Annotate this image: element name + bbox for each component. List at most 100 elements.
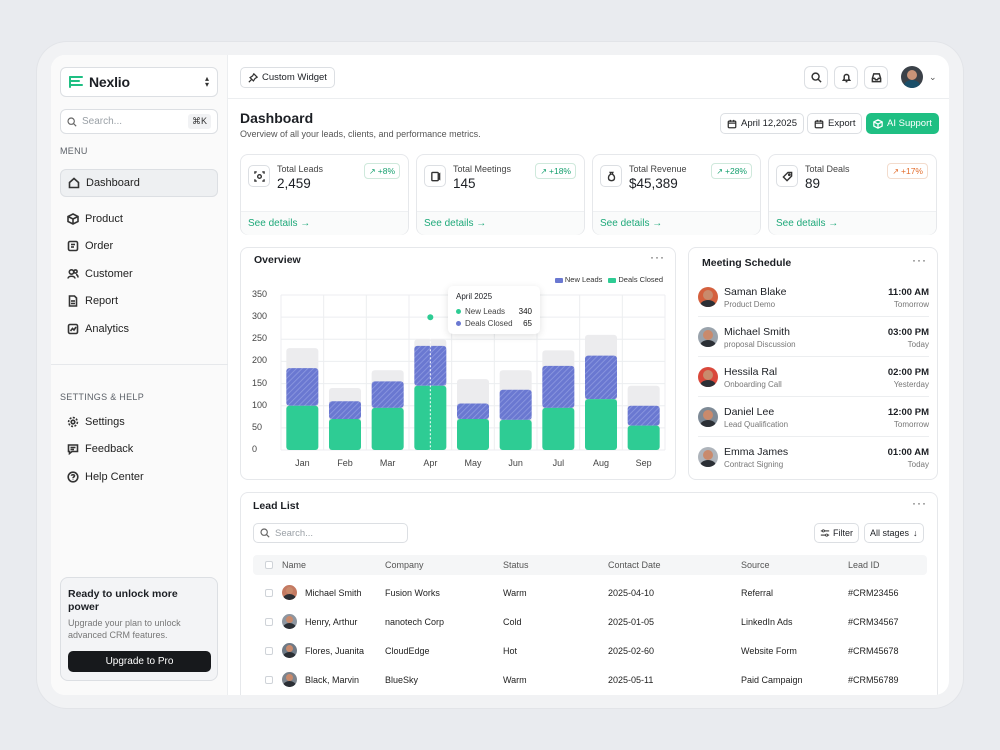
bar-deals-closed-may[interactable]	[457, 419, 489, 450]
cell-status: Warm	[503, 675, 527, 685]
table-row[interactable]: Flores, Juanita CloudEdge Hot 2025-02-60 Web…	[253, 637, 927, 666]
legend-deals-closed: Deals Closed	[608, 275, 663, 284]
bar-deals-closed-feb[interactable]	[329, 419, 361, 450]
search-button[interactable]	[804, 66, 828, 89]
bar-new-leads-sep[interactable]	[627, 405, 660, 426]
sidebar-item-report[interactable]: Report	[60, 287, 218, 315]
column-header[interactable]: Name	[282, 560, 307, 570]
sidebar-item-help-center[interactable]: Help Center	[60, 463, 218, 491]
y-tick-label: 50	[252, 421, 263, 432]
row-checkbox[interactable]	[265, 676, 273, 684]
row-checkbox[interactable]	[265, 589, 273, 597]
bar-new-leads-feb[interactable]	[329, 401, 361, 419]
stat-card-total-meetings: Total Meetings 145 ↗ +18% See details →	[416, 154, 585, 235]
sidebar-item-label: Product	[85, 213, 123, 225]
sidebar-item-analytics[interactable]: Analytics	[60, 315, 218, 343]
row-checkbox[interactable]	[265, 647, 273, 655]
chart-legend: New Leads Deals Closed	[554, 275, 663, 284]
sidebar-item-label: Customer	[85, 268, 133, 280]
chevron-down-icon[interactable]: ⌄	[929, 72, 937, 82]
more-options-icon[interactable]: ···	[912, 253, 927, 267]
sidebar-item-settings[interactable]: Settings	[60, 408, 218, 436]
sidebar-item-order[interactable]: Order	[60, 232, 218, 260]
column-header[interactable]: Company	[385, 560, 424, 570]
meeting-time: 01:00 AM	[887, 447, 929, 458]
table-header: Name Company Status Contact Date Source …	[253, 555, 927, 575]
bell-icon	[841, 73, 851, 83]
table-row[interactable]: Michael Smith Fusion Works Warm 2025-04-10 R…	[253, 579, 927, 608]
bar-new-leads-jul[interactable]	[542, 365, 575, 408]
sidebar-item-label: Settings	[85, 416, 125, 428]
meeting-day: Tomorrow	[893, 300, 929, 309]
more-options-icon[interactable]: ···	[650, 250, 665, 264]
notifications-button[interactable]	[834, 66, 858, 89]
workspace-switcher[interactable]: Nexlio ▴ ▾	[60, 67, 218, 97]
column-header[interactable]: Lead ID	[848, 560, 880, 570]
stages-dropdown[interactable]: All stages ↓	[864, 523, 924, 543]
stages-label: All stages	[870, 528, 910, 538]
bar-new-leads-jan[interactable]	[286, 368, 319, 406]
table-row[interactable]: Henry, Arthur nanotech Corp Cold 2025-01-05…	[253, 608, 927, 637]
meeting-day: Today	[907, 460, 929, 469]
ai-support-label: AI Support	[887, 118, 932, 129]
table-row[interactable]: Black, Marvin BlueSky Warm 2025-05-11 Paid C…	[253, 666, 927, 695]
bar-deals-closed-mar[interactable]	[371, 407, 404, 450]
stat-label: Total Meetings	[453, 164, 512, 174]
lead-search-input[interactable]: Search...	[253, 523, 408, 543]
sidebar-divider	[51, 364, 228, 365]
tooltip-row: New Leads 340	[456, 305, 532, 317]
sidebar-item-customer[interactable]: Customer	[60, 260, 218, 288]
stat-card-total-leads: Total Leads 2,459 ↗ +8% See details →	[240, 154, 409, 235]
bar-deals-closed-jan[interactable]	[286, 405, 319, 450]
cell-company: Fusion Works	[385, 588, 440, 598]
meeting-item[interactable]: Saman Blake Product Demo 11:00 AM Tomorrow	[698, 277, 929, 317]
bar-deals-closed-jul[interactable]	[542, 407, 575, 450]
meeting-item[interactable]: Hessila Ral Onboarding Call 02:00 PM Yester…	[698, 357, 929, 397]
sidebar-item-label: Report	[85, 295, 119, 307]
y-tick-label: 0	[252, 444, 258, 454]
bar-deals-closed-aug[interactable]	[585, 399, 617, 450]
row-checkbox[interactable]	[265, 618, 273, 626]
sidebar-item-feedback[interactable]: Feedback	[60, 435, 218, 463]
custom-widget-button[interactable]: Custom Widget	[240, 67, 335, 88]
column-header[interactable]: Source	[741, 560, 770, 570]
sidebar-item-product[interactable]: Product	[60, 205, 218, 233]
bar-deals-closed-sep[interactable]	[627, 425, 660, 450]
bar-new-leads-jun[interactable]	[499, 389, 532, 420]
see-details-link[interactable]: See details →	[593, 211, 760, 235]
meeting-type: Product Demo	[724, 300, 776, 309]
bar-new-leads-aug[interactable]	[585, 355, 617, 400]
stat-change-badge: ↗ +8%	[364, 163, 400, 179]
meeting-item[interactable]: Michael Smith proposal Discussion 03:00 PM…	[698, 317, 929, 357]
inbox-icon	[871, 73, 881, 83]
app-window: Nexlio ▴ ▾ Search... ⌘K MENU Dashboard Pr…	[51, 55, 949, 695]
meeting-item[interactable]: Daniel Lee Lead Qualification 12:00 PM Tomo…	[698, 397, 929, 437]
column-header[interactable]: Contact Date	[608, 560, 661, 570]
date-picker-button[interactable]: April 12,2025	[720, 113, 804, 134]
sidebar-item-label: Analytics	[85, 323, 130, 335]
see-details-link[interactable]: See details →	[769, 211, 936, 235]
bar-deals-closed-jun[interactable]	[499, 419, 532, 450]
sidebar-search-input[interactable]: Search... ⌘K	[60, 109, 218, 134]
see-details-link[interactable]: See details →	[417, 211, 584, 235]
bar-new-leads-mar[interactable]	[371, 381, 404, 408]
filter-button[interactable]: Filter	[814, 523, 859, 543]
more-options-icon[interactable]: ···	[912, 496, 927, 510]
user-avatar[interactable]	[901, 66, 923, 88]
bar-new-leads-may[interactable]	[457, 403, 489, 420]
cell-name: Black, Marvin	[305, 675, 360, 685]
column-header[interactable]: Status	[503, 560, 529, 570]
upgrade-to-pro-button[interactable]: Upgrade to Pro	[68, 651, 211, 672]
sidebar-item-label: Feedback	[85, 443, 134, 455]
report-icon	[68, 295, 78, 307]
export-button[interactable]: Export	[807, 113, 863, 134]
see-details-link[interactable]: See details →	[241, 211, 408, 235]
cell-id: #CRM45678	[848, 646, 899, 656]
inbox-button[interactable]	[864, 66, 888, 89]
ai-support-button[interactable]: AI Support	[866, 113, 939, 134]
cell-id: #CRM56789	[848, 675, 899, 685]
meeting-item[interactable]: Emma James Contract Signing 01:00 AM Today	[698, 437, 929, 477]
select-all-checkbox[interactable]	[265, 561, 273, 569]
sidebar-item-dashboard[interactable]: Dashboard	[60, 169, 218, 197]
filter-icon	[820, 529, 830, 537]
